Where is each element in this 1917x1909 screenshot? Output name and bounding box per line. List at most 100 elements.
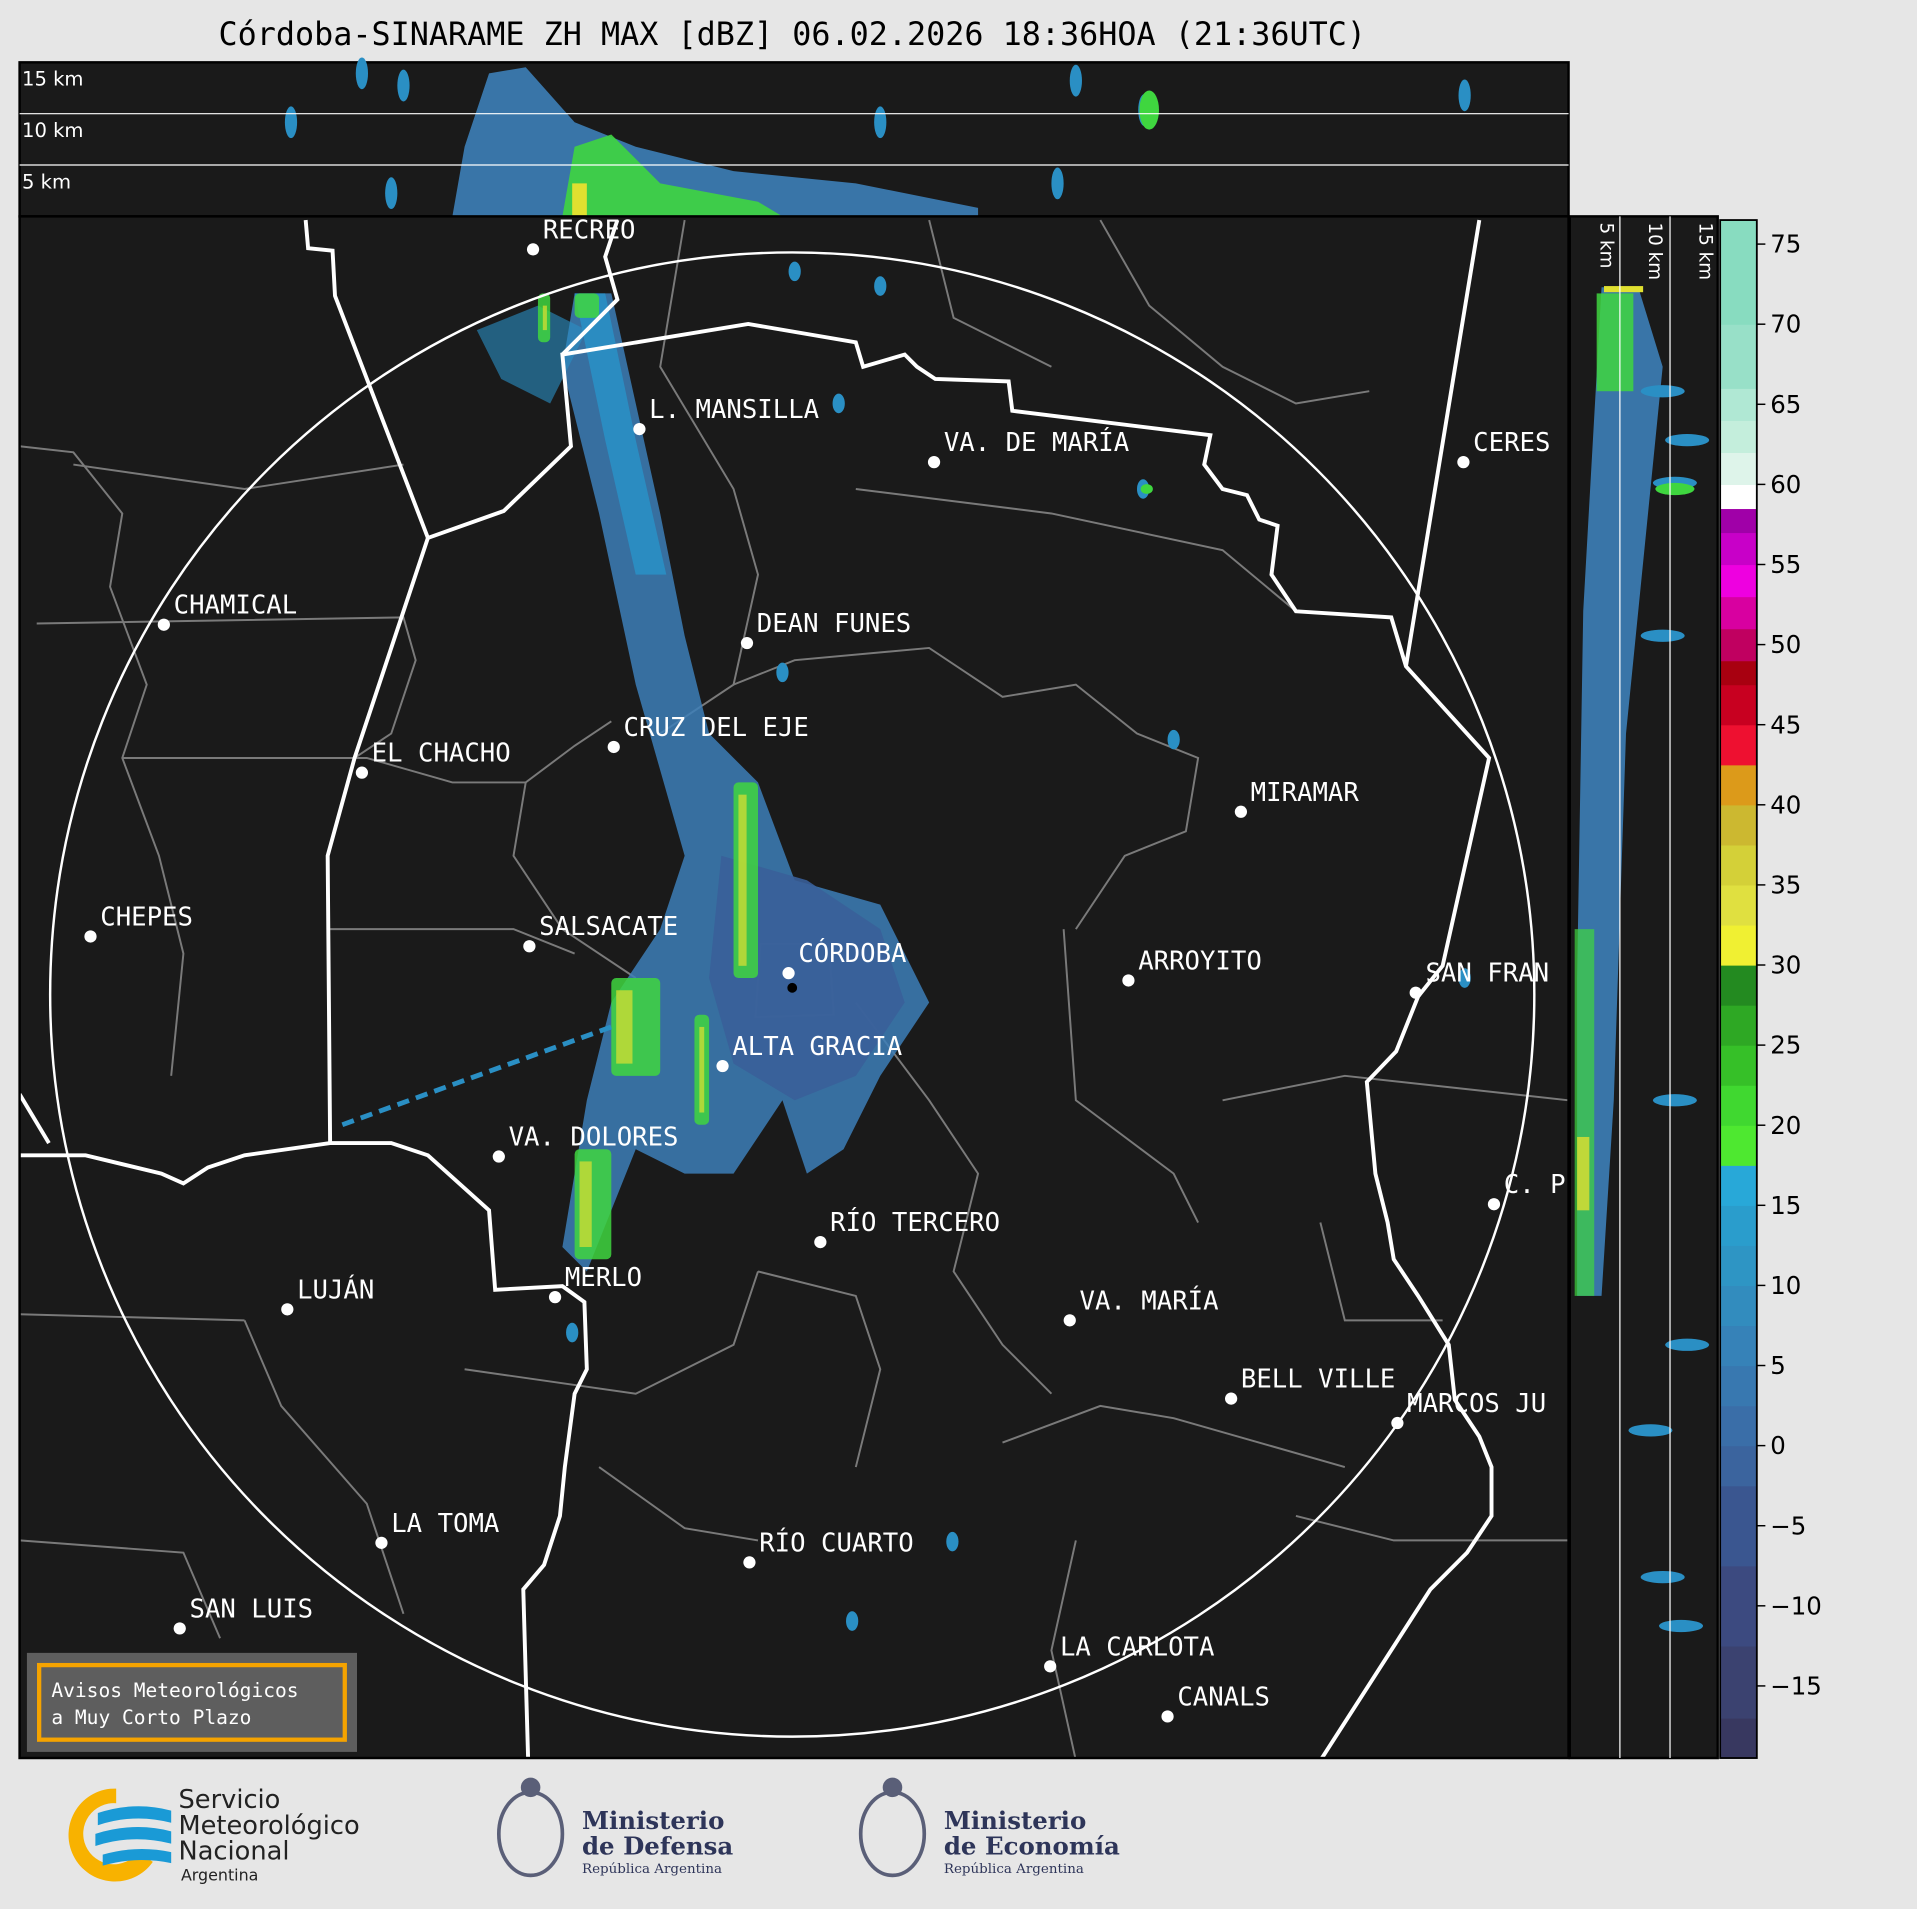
city-label: RÍO TERCERO	[830, 1206, 1000, 1238]
colorbar-tick-label: 65	[1770, 390, 1801, 419]
colorbar-segment	[1720, 1205, 1757, 1246]
city-dot-icon	[1234, 805, 1248, 818]
economia-line-2: de Economía	[944, 1832, 1120, 1861]
city-marker: LA TOMA	[375, 1509, 499, 1549]
city-label: EL CHACHO	[372, 739, 511, 769]
colorbar-segment	[1720, 1485, 1757, 1567]
city-dot-icon	[1122, 974, 1135, 987]
city-marker: VA. DE MARÍA	[927, 426, 1129, 469]
colorbar-segment	[1720, 1005, 1757, 1046]
city-label: VA. DE MARÍA	[944, 426, 1129, 458]
city-marker: L. MANSILLA	[633, 395, 819, 436]
colorbar-segment	[1720, 1445, 1757, 1487]
city-label: VA. DOLORES	[509, 1123, 679, 1153]
city-marker: ARROYITO	[1122, 946, 1262, 987]
city-dot-icon	[743, 1556, 756, 1569]
city-dot-icon	[355, 766, 369, 779]
colorbar-tick-label: 55	[1770, 550, 1801, 579]
colorbar-segment	[1720, 508, 1757, 534]
city-dot-icon	[782, 967, 795, 980]
city-marker: RECREO	[526, 215, 636, 256]
city-marker: MARCOS JU	[1391, 1389, 1546, 1430]
city-marker: CHAMICAL	[157, 591, 298, 631]
colorbar-tick-label: 30	[1770, 951, 1801, 980]
city-dot-icon	[716, 1059, 729, 1073]
city-marker: ALTA GRACIA	[716, 1032, 902, 1073]
smn-logo: Servicio Meteorológico Nacional Argentin…	[68, 1785, 360, 1884]
city-dot-icon	[814, 1235, 827, 1249]
city-marker: SALSACATE	[523, 912, 678, 953]
city-dot-icon	[492, 1150, 505, 1163]
colorbar-segment	[1720, 764, 1757, 806]
height-label: 15 km	[22, 68, 83, 91]
radar-echoes	[341, 261, 1471, 1631]
province-borders	[19, 219, 1494, 1759]
colorbar-segment	[1720, 684, 1757, 726]
ministerio-economia-logo: Ministerio de Economía República Argenti…	[858, 1777, 1120, 1878]
colorbar-segment	[1720, 1045, 1757, 1086]
city-marker: MIRAMAR	[1234, 778, 1360, 818]
defensa-line-2: de Defensa	[582, 1832, 733, 1861]
city-label: DEAN FUNES	[757, 609, 911, 639]
economia-line-3: República Argentina	[944, 1862, 1084, 1877]
city-label: RÍO CUARTO	[759, 1526, 913, 1558]
colorbar-segment	[1720, 1325, 1757, 1367]
colorbar-tick-label: 40	[1770, 790, 1801, 819]
city-dot-icon	[84, 930, 97, 943]
city-label: RECREO	[543, 215, 636, 245]
city-dot-icon	[1391, 1416, 1404, 1430]
colorbar-tick-label: −15	[1770, 1671, 1822, 1700]
colorbar-segment	[1720, 1285, 1757, 1327]
figure-title: Córdoba-SINARAME ZH MAX [dBZ] 06.02.2026…	[218, 17, 1365, 53]
city-dot-icon	[173, 1622, 186, 1635]
colorbar-segment	[1720, 1365, 1757, 1407]
city-label: MARCOS JU	[1407, 1389, 1546, 1419]
smn-line-2: Meteorológico	[179, 1811, 360, 1841]
city-label: SAN FRAN	[1426, 959, 1550, 989]
colorbar-segment	[1720, 1245, 1757, 1287]
smn-line-3: Nacional	[179, 1836, 290, 1866]
city-dot-icon	[548, 1291, 562, 1304]
radar-map[interactable]: RECREO L. MANSILLA VA. DE MARÍA CERES CHAMIC…	[18, 215, 1570, 1760]
height-label: 10 km	[22, 119, 83, 142]
colorbar-tick-label: 25	[1770, 1031, 1801, 1060]
city-label: CHAMICAL	[174, 591, 298, 621]
colorbar-tick-label: 5	[1770, 1351, 1786, 1380]
warning-box[interactable]: Avisos Meteorológicos a Muy Corto Plazo	[26, 1652, 358, 1752]
smn-line-1: Servicio	[179, 1785, 281, 1815]
city-label: CERES	[1473, 428, 1550, 458]
city-dot-icon	[607, 740, 620, 754]
radar-site-icon	[787, 982, 798, 993]
colorbar-segment	[1720, 724, 1757, 766]
city-marker: LA CARLOTA	[1044, 1632, 1214, 1673]
colorbar-segment	[1720, 965, 1757, 1006]
city-label: MIRAMAR	[1251, 778, 1360, 808]
city-dot-icon	[157, 618, 170, 631]
city-dot-icon	[375, 1536, 388, 1549]
city-label: MERLO	[565, 1263, 642, 1293]
city-marker: SAN FRAN	[1409, 959, 1550, 999]
defensa-line-1: Ministerio	[582, 1806, 724, 1835]
colorbar-segment	[1720, 1645, 1757, 1719]
ministerio-defensa-logo: Ministerio de Defensa República Argentin…	[496, 1777, 733, 1878]
city-label: BELL VILLE	[1241, 1365, 1395, 1395]
colorbar-segment	[1720, 1165, 1757, 1206]
city-dot-icon	[1161, 1710, 1174, 1723]
colorbar-segment	[1720, 388, 1757, 421]
colorbar-segment	[1720, 1565, 1757, 1647]
height-label: 15 km	[1694, 223, 1715, 281]
city-dot-icon	[927, 456, 941, 469]
colorbar-segment	[1720, 1125, 1757, 1166]
city-dot-icon	[526, 243, 540, 256]
city-label: ALTA GRACIA	[732, 1032, 902, 1062]
colorbar-tick-label: 0	[1770, 1431, 1786, 1460]
colorbar-segment	[1720, 628, 1757, 662]
city-marker: CRUZ DEL EJE	[607, 713, 809, 754]
colorbar-tick-label: −5	[1770, 1511, 1806, 1540]
city-label: LA CARLOTA	[1060, 1632, 1214, 1662]
city-marker: C. P	[1487, 1170, 1566, 1211]
colorbar-segment	[1720, 1405, 1757, 1447]
colorbar-tick-label: 45	[1770, 710, 1801, 739]
city-marker: EL CHACHO	[355, 739, 511, 779]
